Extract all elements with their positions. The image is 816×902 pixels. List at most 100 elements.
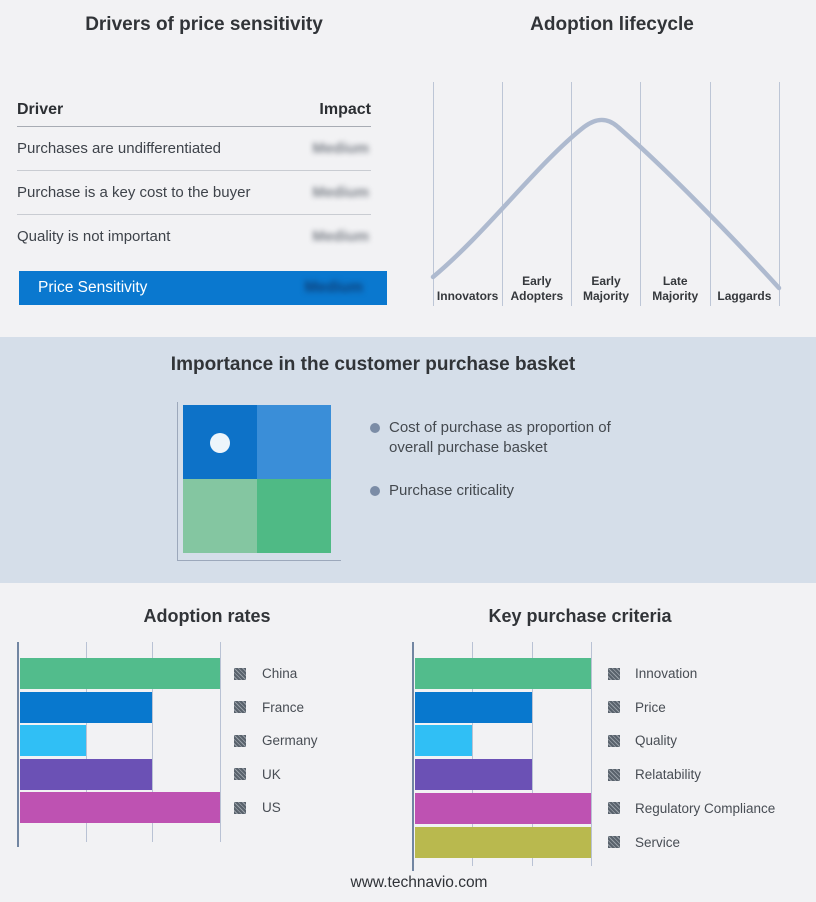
matrix-quadrant-bottom-left bbox=[183, 479, 257, 553]
lifecycle-stage-label: Laggards bbox=[717, 289, 772, 303]
legend-item: Innovation bbox=[608, 658, 697, 689]
impact-cell-blurred: Medium bbox=[312, 140, 369, 157]
bell-curve bbox=[430, 117, 782, 291]
legend-item: China bbox=[234, 658, 297, 689]
matrix-quadrant-top-left bbox=[183, 405, 257, 479]
impact-cell-blurred: Medium bbox=[312, 184, 369, 201]
chart-gridline bbox=[220, 642, 221, 842]
bullet-icon bbox=[370, 485, 380, 496]
legend-hatch-swatch-icon bbox=[234, 701, 246, 714]
bar-innovation bbox=[415, 658, 591, 689]
legend-item: France bbox=[234, 692, 304, 723]
matrix-quadrant-bottom-right bbox=[257, 479, 331, 553]
legend-hatch-swatch-icon bbox=[608, 701, 620, 714]
bullet-icon bbox=[370, 423, 380, 433]
basket-bullet-list: Cost of purchase as proportion of overal… bbox=[370, 418, 639, 501]
legend-hatch-swatch-icon bbox=[608, 734, 620, 747]
legend-item: Price bbox=[608, 692, 666, 723]
lifecycle-stage-label: Late Majority bbox=[652, 274, 699, 303]
purchase-basket-band: Importance in the customer purchase bask… bbox=[0, 337, 816, 583]
legend-hatch-swatch-icon bbox=[234, 667, 246, 680]
bar-germany bbox=[20, 725, 86, 757]
impact-cell-blurred: Medium bbox=[312, 228, 369, 245]
price-sensitivity-impact-blurred: Medium bbox=[304, 279, 363, 296]
legend-item: UK bbox=[234, 759, 281, 790]
bar-quality bbox=[415, 725, 472, 757]
adoption-rates-chart bbox=[17, 642, 237, 848]
legend-hatch-swatch-icon bbox=[608, 768, 620, 781]
chart-gridline bbox=[152, 642, 153, 842]
chart-gridline bbox=[532, 642, 533, 866]
price-sensitivity-label: Price Sensitivity bbox=[38, 279, 148, 296]
legend-label: Service bbox=[635, 834, 681, 850]
bar-china bbox=[20, 658, 220, 689]
legend-hatch-swatch-icon bbox=[608, 836, 620, 848]
driver-cell: Quality is not important bbox=[17, 228, 171, 245]
matrix-y-axis bbox=[177, 402, 178, 561]
driver-cell: Purchase is a key cost to the buyer bbox=[17, 184, 251, 201]
bullet-text: Purchase criticality bbox=[389, 481, 515, 499]
legend-item: US bbox=[234, 792, 281, 823]
lifecycle-stage-label: Innovators bbox=[436, 289, 499, 303]
legend-item: Germany bbox=[234, 725, 318, 756]
impact-column-header: Impact bbox=[319, 101, 371, 118]
key-purchase-criteria-title: Key purchase criteria bbox=[488, 606, 672, 626]
website-url: www.technavio.com bbox=[350, 874, 488, 891]
legend-label: US bbox=[262, 800, 281, 816]
drivers-panel-title: Drivers of price sensitivity bbox=[85, 14, 323, 35]
basket-panel-title: Importance in the customer purchase bask… bbox=[170, 354, 576, 375]
legend-label: Germany bbox=[262, 733, 318, 749]
legend-label: France bbox=[262, 699, 305, 715]
bar-us bbox=[20, 792, 220, 824]
legend-label: Quality bbox=[635, 733, 678, 749]
legend-hatch-swatch-icon bbox=[234, 734, 246, 747]
bullet-item: Purchase criticality bbox=[370, 481, 639, 501]
table-row: Purchase is a key cost to the buyer Medi… bbox=[17, 171, 371, 215]
matrix-marker-dot bbox=[210, 433, 230, 453]
legend-item: Relatability bbox=[608, 759, 701, 790]
legend-hatch-swatch-icon bbox=[608, 667, 620, 680]
key-purchase-criteria-axis bbox=[412, 642, 414, 871]
lifecycle-gridlines bbox=[433, 82, 780, 306]
price-sensitivity-highlight-row: Price Sensitivity Medium bbox=[19, 271, 387, 305]
key-purchase-criteria-chart bbox=[412, 642, 612, 872]
lifecycle-panel-title: Adoption lifecycle bbox=[530, 14, 694, 35]
lifecycle-bell-curve-chart bbox=[430, 82, 782, 306]
table-row: Purchases are undifferentiated Medium bbox=[17, 127, 371, 171]
legend-label: China bbox=[262, 666, 298, 681]
purchase-basket-matrix bbox=[183, 405, 331, 553]
bar-price bbox=[415, 691, 532, 723]
chart-gridline bbox=[86, 642, 87, 842]
bar-regulatory-compliance bbox=[415, 792, 591, 824]
lifecycle-stage-label: Early Majority bbox=[583, 274, 630, 303]
matrix-x-axis bbox=[177, 560, 341, 561]
chart-gridline bbox=[591, 642, 592, 866]
legend-hatch-swatch-icon bbox=[234, 801, 246, 814]
adoption-rates-title: Adoption rates bbox=[143, 606, 271, 626]
matrix-quadrant-top-right bbox=[257, 405, 331, 479]
legend-label: Innovation bbox=[635, 666, 698, 681]
legend-hatch-swatch-icon bbox=[234, 768, 246, 781]
drivers-table: Driver Impact Purchases are undifferenti… bbox=[17, 92, 371, 258]
legend-item: Regulatory Compliance bbox=[608, 793, 775, 824]
legend-label: Price bbox=[635, 699, 666, 715]
bar-service bbox=[415, 826, 591, 858]
bar-relatability bbox=[415, 759, 532, 791]
drivers-table-body: Purchases are undifferentiated Medium Pu… bbox=[17, 127, 371, 258]
legend-label: Regulatory Compliance bbox=[635, 800, 776, 816]
adoption-rates-axis bbox=[17, 642, 19, 847]
bar-uk bbox=[20, 758, 152, 790]
table-row: Quality is not important Medium bbox=[17, 215, 371, 258]
legend-item: Quality bbox=[608, 725, 677, 756]
chart-gridline bbox=[472, 642, 473, 866]
legend-item: Service bbox=[608, 827, 680, 858]
bullet-text: Cost of purchase as proportion of overal… bbox=[389, 419, 611, 457]
bullet-item: Cost of purchase as proportion of overal… bbox=[370, 418, 639, 459]
lifecycle-stage-labels: Innovators Early Adopters Early Majority La… bbox=[433, 264, 779, 306]
lifecycle-stage-label: Early Adopters bbox=[510, 274, 564, 303]
legend-label: Relatability bbox=[635, 767, 702, 783]
driver-cell: Purchases are undifferentiated bbox=[17, 140, 222, 157]
drivers-table-header: Driver Impact bbox=[17, 92, 371, 127]
legend-hatch-swatch-icon bbox=[608, 802, 620, 815]
